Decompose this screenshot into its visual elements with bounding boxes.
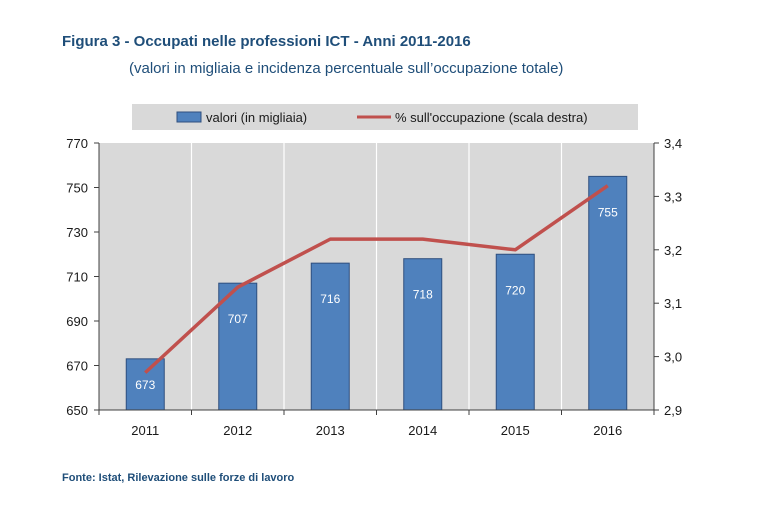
- legend-swatch-bars: [176, 111, 202, 123]
- source-note: Fonte: Istat, Rilevazione sulle forze di…: [62, 472, 295, 484]
- right-tick-label: 2,9: [664, 403, 682, 418]
- bar-value-label: 716: [320, 292, 340, 306]
- bars: [125, 175, 628, 411]
- right-tick-label: 3,2: [664, 243, 682, 258]
- gridlines: [190, 143, 563, 410]
- bar-2013: [310, 262, 350, 411]
- x-tick-label: 2015: [501, 423, 530, 438]
- x-axis-ticks: 2011 2012 2013 2014 2015 2016: [98, 410, 655, 438]
- left-axis-ticks: 770 750 730 710 690 670 650: [66, 136, 99, 418]
- bar-2011: [125, 358, 165, 411]
- bar-value-label: 755: [598, 205, 618, 219]
- bar-2014: [403, 258, 443, 411]
- legend-label-line: % sull'occupazione (scala destra): [395, 110, 588, 125]
- bar-2015: [495, 253, 535, 411]
- x-tick-label: 2011: [131, 423, 159, 438]
- left-tick-label: 730: [66, 225, 88, 240]
- right-tick-label: 3,0: [664, 350, 682, 365]
- chart-subtitle: (valori in migliaia e incidenza percentu…: [129, 60, 564, 77]
- left-tick-label: 670: [66, 359, 88, 374]
- chart-title: Figura 3 - Occupati nelle professioni IC…: [62, 33, 471, 50]
- legend: valori (in migliaia) % sull'occupazione …: [132, 104, 638, 130]
- left-tick-label: 770: [66, 136, 88, 151]
- bar-value-label: 718: [413, 288, 433, 302]
- bar-2012: [218, 282, 258, 411]
- bar-value-label: 707: [228, 312, 248, 326]
- right-axis-ticks: 3,4 3,3 3,2 3,1 3,0 2,9: [654, 136, 682, 418]
- left-tick-label: 750: [66, 181, 88, 196]
- bar-value-label: 720: [505, 283, 525, 297]
- bar-value-label: 673: [135, 378, 155, 392]
- left-tick-label: 690: [66, 314, 88, 329]
- x-tick-label: 2012: [223, 423, 252, 438]
- left-tick-label: 650: [66, 403, 88, 418]
- series-line-percent: [144, 184, 609, 374]
- bar-2016: [588, 175, 628, 411]
- right-tick-label: 3,1: [664, 296, 682, 311]
- bar-labels: 673 707 716 718 720 755: [135, 205, 618, 391]
- x-tick-label: 2014: [408, 423, 437, 438]
- x-tick-label: 2016: [593, 423, 622, 438]
- legend-label-bars: valori (in migliaia): [206, 110, 307, 125]
- right-tick-label: 3,4: [664, 136, 682, 151]
- right-tick-label: 3,3: [664, 189, 682, 204]
- left-tick-label: 710: [66, 270, 88, 285]
- x-tick-label: 2013: [316, 423, 345, 438]
